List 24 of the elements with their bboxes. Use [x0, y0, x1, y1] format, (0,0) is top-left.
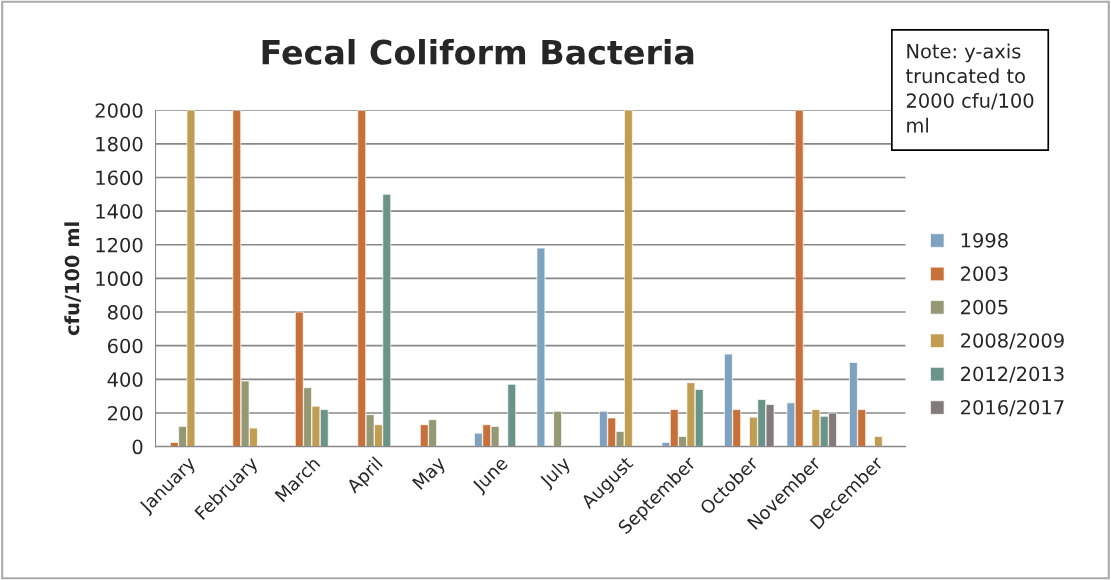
y-tick-label: 1200: [96, 237, 143, 253]
y-tick-label: 2000: [95, 103, 143, 118]
y-tick-label: 600: [107, 338, 143, 354]
legend-label: 2003: [961, 266, 1008, 282]
y-tick-label: 0: [132, 439, 143, 455]
legend-label: 2008/2009: [961, 333, 1064, 350]
y-tick-label: 800: [107, 305, 143, 320]
bar: [536, 247, 546, 447]
bar: [553, 410, 562, 447]
y-tick-label: 400: [107, 372, 143, 387]
y-axis-title: cfu/100 ml: [64, 222, 81, 336]
legend-label: 1998: [961, 232, 1008, 248]
bar: [874, 436, 883, 447]
y-tick-label: 1800: [96, 136, 143, 152]
legend-label: 2016/2017: [961, 399, 1064, 417]
y-tick-label: 200: [108, 405, 143, 421]
bar: [507, 384, 517, 447]
legend-label: 2005: [961, 299, 1008, 315]
text: Note: y-axis truncated to 2000 cfu/100 ml: [905, 43, 1034, 133]
chart-title: Fecal Coliform Bacteria: [262, 38, 694, 65]
y-tick-label: 1600: [96, 170, 143, 186]
y-tick-label: 1400: [96, 204, 143, 219]
y-tick-label: 1000: [96, 271, 143, 287]
legend-label: 2012/2013: [961, 366, 1064, 383]
